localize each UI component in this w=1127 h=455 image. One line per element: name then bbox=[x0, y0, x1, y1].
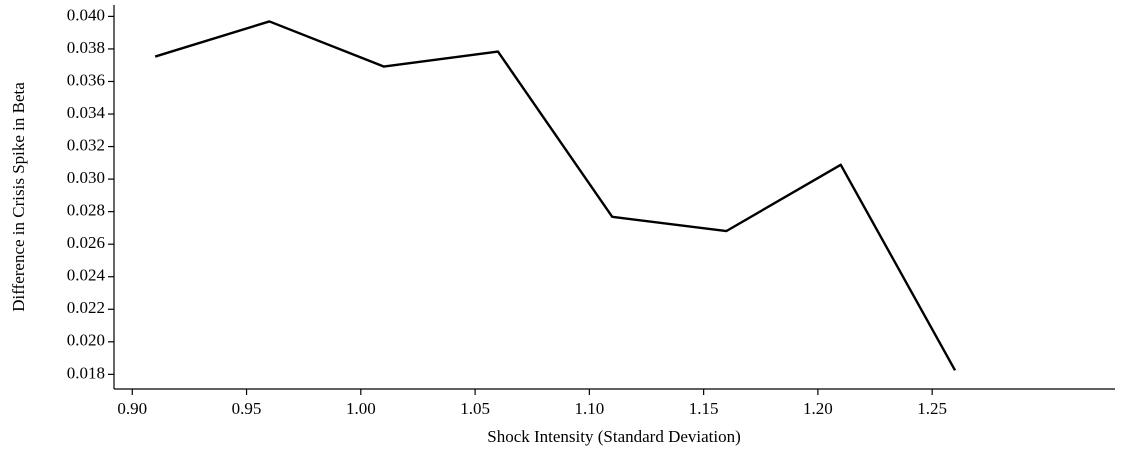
y-tick-label: 0.034 bbox=[67, 103, 106, 122]
x-axis-label: Shock Intensity (Standard Deviation) bbox=[487, 427, 741, 446]
y-tick-label: 0.018 bbox=[67, 363, 105, 382]
y-tick-label: 0.020 bbox=[67, 331, 105, 350]
y-tick-label: 0.024 bbox=[67, 266, 106, 285]
y-tick-label: 0.028 bbox=[67, 201, 105, 220]
x-tick-label: 1.15 bbox=[689, 399, 719, 418]
y-tick-label: 0.022 bbox=[67, 298, 105, 317]
x-tick-label: 1.10 bbox=[574, 399, 604, 418]
x-tick-label: 1.25 bbox=[917, 399, 947, 418]
y-tick-label: 0.030 bbox=[67, 168, 105, 187]
x-tick-label: 0.90 bbox=[117, 399, 147, 418]
x-tick-label: 1.20 bbox=[803, 399, 833, 418]
y-tick-label: 0.040 bbox=[67, 5, 105, 24]
line bbox=[154, 20, 957, 371]
y-axis-label: Difference in Crisis Spike in Beta bbox=[9, 82, 28, 312]
x-tick-label: 0.95 bbox=[232, 399, 262, 418]
x-tick-label: 1.05 bbox=[460, 399, 490, 418]
y-tick-label: 0.038 bbox=[67, 38, 105, 57]
y-tick-label: 0.036 bbox=[67, 70, 105, 89]
x-tick-label: 1.00 bbox=[346, 399, 376, 418]
y-tick-label: 0.026 bbox=[67, 233, 105, 252]
y-tick-label: 0.032 bbox=[67, 135, 105, 154]
